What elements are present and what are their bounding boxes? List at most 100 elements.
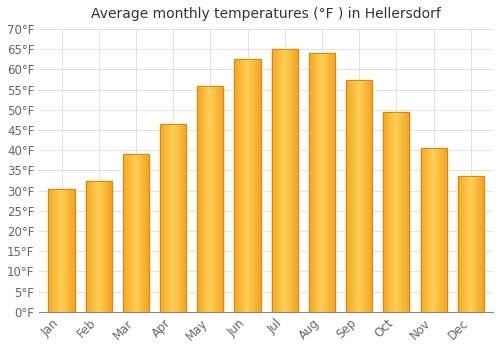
Bar — [254, 60, 256, 312]
Bar — [245, 60, 246, 312]
Bar — [203, 86, 204, 312]
Bar — [402, 112, 403, 312]
Bar — [239, 60, 240, 312]
Bar — [107, 181, 108, 312]
Bar — [318, 53, 320, 312]
Bar — [174, 124, 175, 312]
Bar — [325, 53, 326, 312]
Bar — [90, 181, 91, 312]
Bar — [204, 86, 205, 312]
Bar — [240, 60, 241, 312]
Bar — [387, 112, 388, 312]
Bar — [294, 49, 295, 312]
Bar — [436, 148, 437, 312]
Bar — [160, 124, 186, 312]
Bar — [354, 79, 355, 312]
Bar — [322, 53, 323, 312]
Bar — [346, 79, 347, 312]
Bar — [176, 124, 177, 312]
Bar — [137, 154, 138, 312]
Bar — [237, 60, 238, 312]
Bar — [171, 124, 172, 312]
Bar — [408, 112, 410, 312]
Bar — [272, 49, 297, 312]
Bar — [57, 189, 58, 312]
Bar — [139, 154, 140, 312]
Bar — [398, 112, 399, 312]
Bar — [213, 86, 214, 312]
Bar — [364, 79, 365, 312]
Bar — [462, 176, 463, 312]
Bar — [52, 189, 53, 312]
Bar — [352, 79, 354, 312]
Bar — [182, 124, 183, 312]
Bar — [478, 176, 479, 312]
Bar — [390, 112, 391, 312]
Bar — [252, 60, 254, 312]
Bar — [168, 124, 169, 312]
Bar — [370, 79, 371, 312]
Bar — [234, 60, 235, 312]
Bar — [356, 79, 357, 312]
Bar — [426, 148, 427, 312]
Bar — [391, 112, 392, 312]
Bar — [48, 189, 49, 312]
Bar — [274, 49, 275, 312]
Bar — [146, 154, 147, 312]
Bar — [132, 154, 134, 312]
Bar — [109, 181, 110, 312]
Bar — [483, 176, 484, 312]
Bar — [222, 86, 224, 312]
Bar — [66, 189, 68, 312]
Bar — [96, 181, 97, 312]
Bar — [244, 60, 245, 312]
Bar — [198, 86, 224, 312]
Bar — [86, 181, 87, 312]
Bar — [87, 181, 88, 312]
Bar — [346, 79, 372, 312]
Bar — [279, 49, 280, 312]
Bar — [50, 189, 51, 312]
Bar — [48, 189, 74, 312]
Bar — [397, 112, 398, 312]
Bar — [141, 154, 142, 312]
Bar — [93, 181, 94, 312]
Bar — [54, 189, 55, 312]
Bar — [395, 112, 396, 312]
Bar — [366, 79, 367, 312]
Bar — [200, 86, 201, 312]
Title: Average monthly temperatures (°F ) in Hellersdorf: Average monthly temperatures (°F ) in He… — [91, 7, 441, 21]
Bar — [183, 124, 184, 312]
Bar — [55, 189, 56, 312]
Bar — [367, 79, 368, 312]
Bar — [310, 53, 311, 312]
Bar — [238, 60, 239, 312]
Bar — [49, 189, 50, 312]
Bar — [333, 53, 334, 312]
Bar — [256, 60, 258, 312]
Bar — [88, 181, 89, 312]
Bar — [235, 60, 236, 312]
Bar — [309, 53, 310, 312]
Bar — [461, 176, 462, 312]
Bar — [360, 79, 361, 312]
Bar — [320, 53, 322, 312]
Bar — [463, 176, 464, 312]
Bar — [136, 154, 137, 312]
Bar — [313, 53, 314, 312]
Bar — [329, 53, 330, 312]
Bar — [202, 86, 203, 312]
Bar — [173, 124, 174, 312]
Bar — [95, 181, 96, 312]
Bar — [134, 154, 136, 312]
Bar — [185, 124, 186, 312]
Bar — [406, 112, 408, 312]
Bar — [392, 112, 393, 312]
Bar — [184, 124, 185, 312]
Bar — [472, 176, 474, 312]
Bar — [127, 154, 128, 312]
Bar — [330, 53, 331, 312]
Bar — [138, 154, 139, 312]
Bar — [160, 124, 162, 312]
Bar — [205, 86, 206, 312]
